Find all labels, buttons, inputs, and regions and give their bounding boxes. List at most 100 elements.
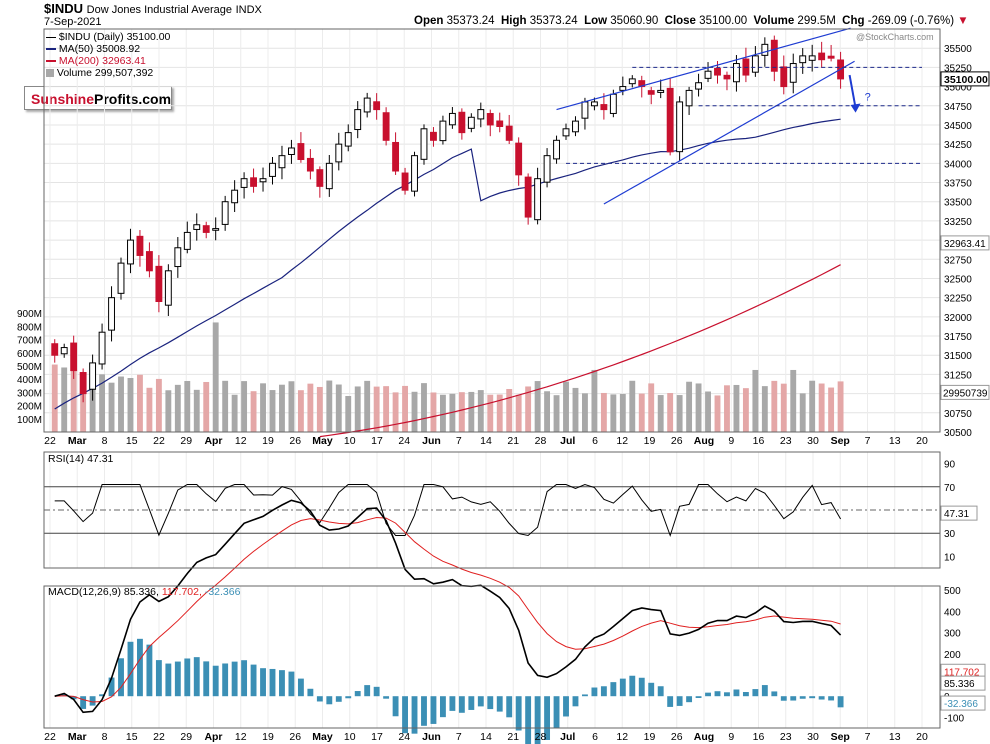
- candle-body: [685, 89, 693, 107]
- x-tick-label: 23: [780, 435, 792, 447]
- price-tick-label: 31500: [944, 351, 972, 362]
- trend-channel-lower: [603, 60, 855, 205]
- legend-price: $INDU (Daily) 35100.00: [46, 31, 170, 43]
- macd-histogram-bar: [411, 696, 418, 734]
- x-tick-label-bottom: Apr: [204, 731, 222, 743]
- volume-bar: [714, 395, 721, 432]
- candle-body: [212, 228, 220, 231]
- candle-body: [136, 235, 144, 256]
- candle-body: [269, 162, 276, 177]
- volume-bar: [231, 394, 238, 432]
- volume-bar: [222, 380, 229, 432]
- candle-body: [751, 55, 759, 73]
- macd-histogram-bar: [364, 685, 371, 697]
- candle-body: [515, 142, 523, 176]
- macd-histogram-bar: [705, 692, 711, 697]
- macd-value-box: [940, 695, 986, 711]
- price-tick-label: 30750: [944, 409, 972, 420]
- x-tick-label-bottom: 14: [480, 731, 492, 743]
- volume-bar: [582, 393, 588, 432]
- price-tick-label: 34500: [944, 121, 972, 132]
- candle-body: [278, 155, 286, 169]
- x-tick-label-bottom: 10: [344, 731, 356, 743]
- macd-histogram-bar: [629, 675, 636, 697]
- volume-bar: [373, 386, 380, 432]
- x-tick-label: 14: [480, 435, 492, 447]
- volume-bar: [477, 390, 484, 432]
- macd-value-label: 85.336: [944, 679, 975, 690]
- candle-body: [183, 231, 191, 250]
- chg-value: -269.09 (-0.76%): [867, 15, 955, 27]
- rsi-tick-label: 70: [944, 483, 956, 494]
- candle-body: [79, 372, 87, 395]
- price-tick-label: 30500: [944, 428, 972, 439]
- candle-body: [647, 90, 655, 95]
- macd-histogram-bar: [449, 696, 456, 711]
- panel-frame: [43, 451, 941, 569]
- price-tick-label: 35000: [944, 83, 972, 94]
- volume-tick-label: 500M: [17, 362, 42, 373]
- x-tick-label: 26: [289, 435, 301, 447]
- macd-histogram-bar: [421, 696, 427, 726]
- high-value: 35373.24: [529, 15, 578, 27]
- volume-label: Volume: [753, 15, 795, 27]
- candle-body: [562, 128, 570, 137]
- x-tick-label-bottom: 8: [102, 731, 108, 743]
- macd-histogram-bar: [184, 658, 191, 697]
- candle-body: [297, 143, 305, 160]
- x-tick-label-bottom: Jun: [422, 731, 441, 743]
- x-tick-label-bottom: 22: [153, 731, 165, 743]
- volume-bar: [761, 386, 768, 432]
- x-tick-label: 19: [644, 435, 656, 447]
- candle-body: [600, 104, 608, 111]
- macd-histogram-bar: [392, 696, 399, 717]
- macd-histogram-bar: [544, 696, 551, 740]
- volume-bar: [828, 387, 835, 432]
- macd-histogram-bar: [402, 696, 408, 734]
- macd-histogram-bar: [582, 694, 588, 697]
- macd-histogram-bar: [667, 696, 674, 707]
- macd-histogram-bar: [648, 682, 655, 697]
- x-tick-label-bottom: 12: [616, 731, 628, 743]
- x-tick-label-bottom: 26: [289, 731, 301, 743]
- volume-bar: [818, 383, 825, 432]
- candle-body: [392, 141, 400, 172]
- volume-tick-label: 800M: [17, 322, 42, 333]
- candle-body: [676, 101, 684, 153]
- volume-bar: [193, 389, 200, 432]
- candle-body: [477, 109, 485, 120]
- candle-body: [288, 147, 295, 156]
- panel-frame: [43, 585, 941, 729]
- macd-histogram-bar: [790, 696, 797, 701]
- candle-body: [108, 297, 115, 331]
- macd-line: [54, 499, 842, 714]
- candle-body: [733, 63, 740, 83]
- x-tick-label-bottom: Jul: [560, 731, 575, 743]
- x-tick-label: Mar: [68, 435, 87, 447]
- volume-bar: [108, 382, 115, 432]
- legend: $INDU (Daily) 35100.00 MA(50) 35008.92 M…: [46, 31, 170, 79]
- candle-body: [439, 120, 447, 142]
- volume-bar: [354, 386, 361, 432]
- ticker-name: Dow Jones Industrial Average: [86, 4, 232, 16]
- macd-histogram-bar: [610, 682, 617, 697]
- price-tick-label: 31750: [944, 332, 972, 343]
- low-label: Low: [584, 15, 608, 27]
- x-tick-label-bottom: 9: [728, 731, 734, 743]
- macd-histogram-bar: [108, 677, 115, 697]
- x-tick-label-bottom: 20: [916, 731, 928, 743]
- candle-body: [363, 97, 371, 113]
- x-tick-label-bottom: 19: [262, 731, 274, 743]
- rsi-value-label: 47.31: [944, 509, 969, 520]
- legend-ma200: MA(200) 32963.41: [46, 55, 170, 67]
- volume-bar: [279, 384, 285, 432]
- candle-body: [117, 262, 125, 294]
- volume-bar: [790, 369, 797, 432]
- volume-bar: [326, 380, 333, 432]
- candle-body: [543, 155, 551, 183]
- macd-histogram-bar: [430, 696, 437, 724]
- x-tick-label: 7: [865, 435, 871, 447]
- macd-histogram-bar: [799, 696, 806, 699]
- volume-bar: [61, 367, 68, 432]
